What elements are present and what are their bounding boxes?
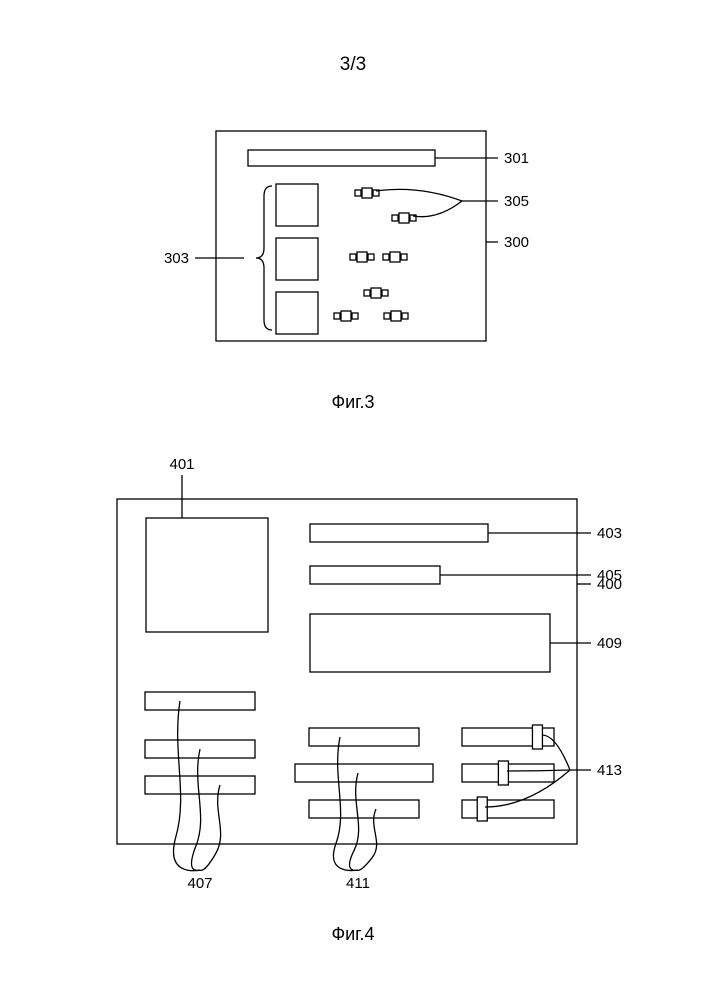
- diagram-canvas: 3/3 301300303305 Фиг.3 40140340540040941…: [0, 0, 706, 999]
- fig3-pin-1: [392, 213, 416, 223]
- leader-413b: [507, 770, 570, 771]
- fig4-slider-knob-0: [532, 725, 542, 749]
- label-409: 409: [597, 635, 622, 652]
- figure-3: 301 300 303 305: [164, 131, 529, 341]
- pin-body: [371, 288, 381, 298]
- figure-3-caption: Фиг.3: [331, 392, 374, 412]
- fig3-brace: [256, 186, 272, 330]
- pin-right: [368, 254, 374, 260]
- leader-305a: [376, 189, 462, 201]
- fig4-left-0: [145, 692, 255, 710]
- pin-left: [355, 190, 361, 196]
- leader-407b: [192, 749, 201, 870]
- leader-407c: [200, 785, 221, 870]
- fig4-mid-0: [309, 728, 419, 746]
- fig3-frame: [216, 131, 486, 341]
- pin-left: [384, 313, 390, 319]
- label-403: 403: [597, 525, 622, 542]
- label-303: 303: [164, 250, 189, 267]
- label-305: 305: [504, 193, 529, 210]
- pin-left: [334, 313, 340, 319]
- pin-left: [383, 254, 389, 260]
- pin-right: [382, 290, 388, 296]
- pin-body: [391, 311, 401, 321]
- pin-left: [392, 215, 398, 221]
- label-401: 401: [169, 456, 194, 473]
- figure-4-caption: Фиг.4: [331, 924, 374, 944]
- fig4-slider-knob-1: [498, 761, 508, 785]
- page-number: 3/3: [340, 54, 366, 75]
- fig4-bar-405: [310, 566, 440, 584]
- fig4-rect-409: [310, 614, 550, 672]
- fig4-bar-403: [310, 524, 488, 542]
- fig3-pin-0: [355, 188, 379, 198]
- fig3-square-0: [276, 184, 318, 226]
- fig3-pin-5: [334, 311, 358, 321]
- pin-right: [352, 313, 358, 319]
- pin-right: [402, 313, 408, 319]
- leader-411b: [350, 773, 359, 870]
- fig3-square-2: [276, 292, 318, 334]
- leader-413a: [542, 735, 570, 770]
- label-400: 400: [597, 576, 622, 593]
- pin-left: [350, 254, 356, 260]
- fig4-mid-1: [295, 764, 433, 782]
- fig3-top-bar: [248, 150, 435, 166]
- fig4-mid-2: [309, 800, 419, 818]
- label-407: 407: [187, 875, 212, 892]
- pin-body: [399, 213, 409, 223]
- pin-body: [362, 188, 372, 198]
- fig4-slider-knob-2: [477, 797, 487, 821]
- fig4-big-square: [146, 518, 268, 632]
- fig4-left-2: [145, 776, 255, 794]
- leader-305b: [413, 201, 462, 217]
- fig3-square-1: [276, 238, 318, 280]
- figure-4: 401403405400409413407411: [117, 456, 622, 892]
- fig3-pin-4: [364, 288, 388, 298]
- pin-right: [401, 254, 407, 260]
- pin-body: [390, 252, 400, 262]
- pin-body: [357, 252, 367, 262]
- fig4-right-2: [462, 800, 554, 818]
- label-301: 301: [504, 150, 529, 167]
- fig3-pin-6: [384, 311, 408, 321]
- fig3-pin-2: [350, 252, 374, 262]
- pin-left: [364, 290, 370, 296]
- label-300: 300: [504, 234, 529, 251]
- fig3-pin-3: [383, 252, 407, 262]
- label-413: 413: [597, 762, 622, 779]
- label-411: 411: [346, 875, 370, 892]
- pin-body: [341, 311, 351, 321]
